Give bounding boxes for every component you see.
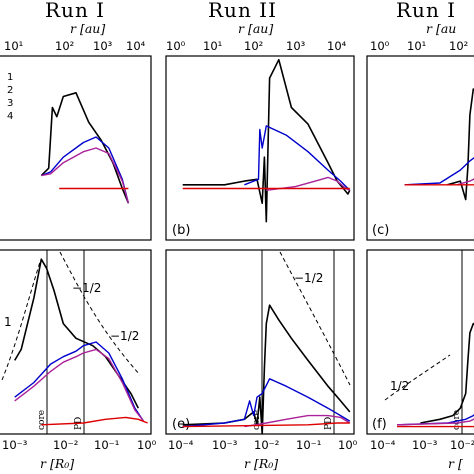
annotation-slope-one: 1 xyxy=(4,315,12,329)
top-axis-label-1: r [au] xyxy=(70,21,105,36)
series-line-f-1 xyxy=(420,322,474,424)
core-label-d: core xyxy=(37,410,47,430)
title-run-2: Run II xyxy=(208,0,277,22)
bottom-tick: 10⁻⁴ xyxy=(370,438,396,452)
series-line-d-4 xyxy=(41,416,148,426)
annotation-slope-c: −1/2 xyxy=(294,271,323,285)
bottom-tick: 10⁻³ xyxy=(2,438,28,452)
bottom-tick: 10⁰ xyxy=(338,438,358,452)
top-tick: 10² xyxy=(244,39,263,53)
annotation-slope-b: −1/2 xyxy=(110,329,139,343)
bottom-tick: 10⁻² xyxy=(254,438,279,452)
bottom-axis-label-1: r [R₀] xyxy=(40,456,74,471)
data-curves xyxy=(14,58,474,435)
bottom-tick: 10⁻⁴ xyxy=(168,438,194,452)
legend-number-4: 4 xyxy=(7,111,13,122)
top-tick: 10¹ xyxy=(4,39,23,53)
panel-frame-b xyxy=(165,55,355,241)
panel-label-e: (e) xyxy=(172,417,190,432)
slope-line-2 xyxy=(59,251,141,376)
panel-frame-a xyxy=(0,55,152,241)
panel-label-c: (c) xyxy=(372,223,389,238)
bottom-tick: 10⁻² xyxy=(53,438,78,452)
top-tick: 10³ xyxy=(93,39,113,53)
legend-number-1: 1 xyxy=(7,72,13,83)
slope-line-4 xyxy=(384,354,451,401)
title-run-3: Run I xyxy=(396,0,456,22)
slope-line-3 xyxy=(279,251,351,386)
top-tick: 10⁰ xyxy=(166,39,186,53)
bottom-tick: 10⁻¹ xyxy=(296,438,321,452)
bottom-tick: 10⁻¹ xyxy=(94,438,119,452)
top-tick: 10² xyxy=(55,39,74,53)
bottom-axis-label-2: r [R₀] xyxy=(244,456,278,471)
series-line-c-3 xyxy=(456,178,474,186)
series-line-d-3 xyxy=(14,348,145,422)
series-line-c-2 xyxy=(404,157,474,186)
series-line-e-1 xyxy=(182,304,351,435)
panel-label-f: (f) xyxy=(372,417,387,432)
bottom-tick: 10⁰ xyxy=(137,438,157,452)
top-tick: 10³ xyxy=(286,39,306,53)
series-line-a-1 xyxy=(40,92,130,204)
series-line-c-1 xyxy=(447,88,474,201)
annotation-slope-a: −1/2 xyxy=(72,281,101,295)
series-line-a-2 xyxy=(41,136,130,204)
title-run-1: Run I xyxy=(45,0,105,22)
top-tick: 10¹ xyxy=(407,39,426,53)
bottom-tick: 10⁻² xyxy=(450,438,474,452)
top-axis-label-3: r [au xyxy=(426,21,456,36)
panel-frame-e xyxy=(165,249,355,435)
top-ticks-panel-1: 10¹ 10² 10³ 10⁴ xyxy=(4,39,146,53)
annotation-slope-d: 1/2 xyxy=(390,379,409,393)
bottom-axis-label-3: r [ xyxy=(448,456,463,471)
top-tick: 10⁰ xyxy=(370,39,390,53)
bottom-tick: 10⁻³ xyxy=(212,438,238,452)
top-tick: 10⁴ xyxy=(126,39,146,53)
top-tick: 10¹ xyxy=(203,39,222,53)
top-tick: 10² xyxy=(449,39,468,53)
series-line-e-3 xyxy=(244,414,351,428)
bottom-tick: 10⁻³ xyxy=(412,438,438,452)
bottom-ticks-panel-e: 10⁻⁴ 10⁻³ 10⁻² 10⁻¹ 10⁰ xyxy=(168,438,358,452)
panel-frame-f xyxy=(366,249,474,435)
bottom-ticks-panel-d: 10⁻³ 10⁻² 10⁻¹ 10⁰ xyxy=(2,438,157,452)
top-tick: 10⁴ xyxy=(327,39,347,53)
series-line-e-2 xyxy=(182,378,351,428)
top-ticks-panel-2: 10⁰ 10¹ 10² 10³ 10⁴ xyxy=(166,39,347,53)
top-ticks-panel-3: 10⁰ 10¹ 10² xyxy=(370,39,468,53)
panel-frame-c xyxy=(366,55,474,241)
core-label-f: core xyxy=(452,410,462,430)
top-axis-label-2: r [au] xyxy=(238,21,273,36)
series-line-a-3 xyxy=(41,147,130,204)
panel-label-b: (b) xyxy=(172,223,190,238)
series-line-d-2 xyxy=(14,341,145,422)
legend-number-2: 2 xyxy=(7,85,13,96)
slope-line-1 xyxy=(1,261,41,381)
panel-frame-d xyxy=(0,249,152,435)
legend-number-3: 3 xyxy=(7,98,13,109)
series-line-b-1 xyxy=(182,58,351,223)
series-line-b-2 xyxy=(244,125,351,191)
series-line-e-4 xyxy=(182,422,350,428)
bottom-ticks-panel-f: 10⁻⁴ 10⁻³ 10⁻² xyxy=(370,438,474,452)
